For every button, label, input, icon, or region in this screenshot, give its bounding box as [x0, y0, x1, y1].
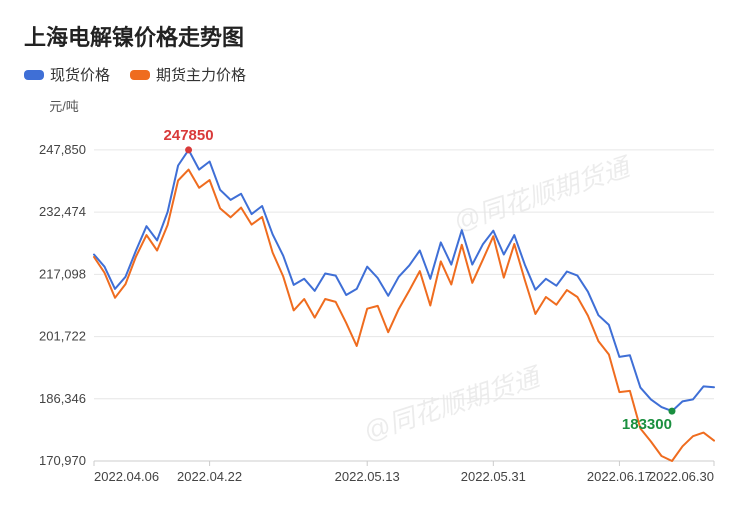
x-tick-label: 2022.06.30 — [649, 469, 714, 484]
legend-item-spot: 现货价格 — [24, 64, 110, 85]
chart-svg: @同花顺期货通 @同花顺期货通 170,970 186,346 201,722 217,0… — [24, 93, 726, 493]
plot-area: @同花顺期货通 @同花顺期货通 170,970 186,346 201,722 217,0… — [24, 93, 726, 493]
peak-label: 183300 — [622, 416, 672, 433]
watermark: @同花顺期货通 — [450, 151, 636, 237]
y-tick-label: 217,098 — [39, 266, 86, 281]
legend-label-futures: 期货主力价格 — [156, 64, 246, 85]
legend-item-futures: 期货主力价格 — [130, 64, 246, 85]
y-axis-unit: 元/吨 — [49, 99, 79, 114]
y-tick-label: 232,474 — [39, 204, 86, 219]
watermark: @同花顺期货通 — [360, 361, 546, 447]
price-chart: 上海电解镍价格走势图 现货价格 期货主力价格 @同花顺期货通 @同花顺期货通 170… — [0, 0, 750, 510]
peak-marker — [668, 408, 675, 415]
x-tick-label: 2022.05.31 — [461, 469, 526, 484]
y-tick-label: 186,346 — [39, 391, 86, 406]
x-tick-label: 2022.04.06 — [94, 469, 159, 484]
peak-label: 247850 — [164, 127, 214, 144]
peak-marker — [185, 146, 192, 153]
legend-swatch-spot — [24, 70, 44, 80]
y-tick-label: 247,850 — [39, 142, 86, 157]
x-tick-label: 2022.04.22 — [177, 469, 242, 484]
y-tick-label: 170,970 — [39, 453, 86, 468]
x-tick-label: 2022.05.13 — [335, 469, 400, 484]
y-tick-label: 201,722 — [39, 329, 86, 344]
chart-title: 上海电解镍价格走势图 — [24, 20, 726, 52]
legend: 现货价格 期货主力价格 — [24, 64, 726, 85]
legend-swatch-futures — [130, 70, 150, 80]
legend-label-spot: 现货价格 — [50, 64, 110, 85]
x-tick-label: 2022.06.17 — [587, 469, 652, 484]
series-line-0 — [94, 150, 714, 411]
